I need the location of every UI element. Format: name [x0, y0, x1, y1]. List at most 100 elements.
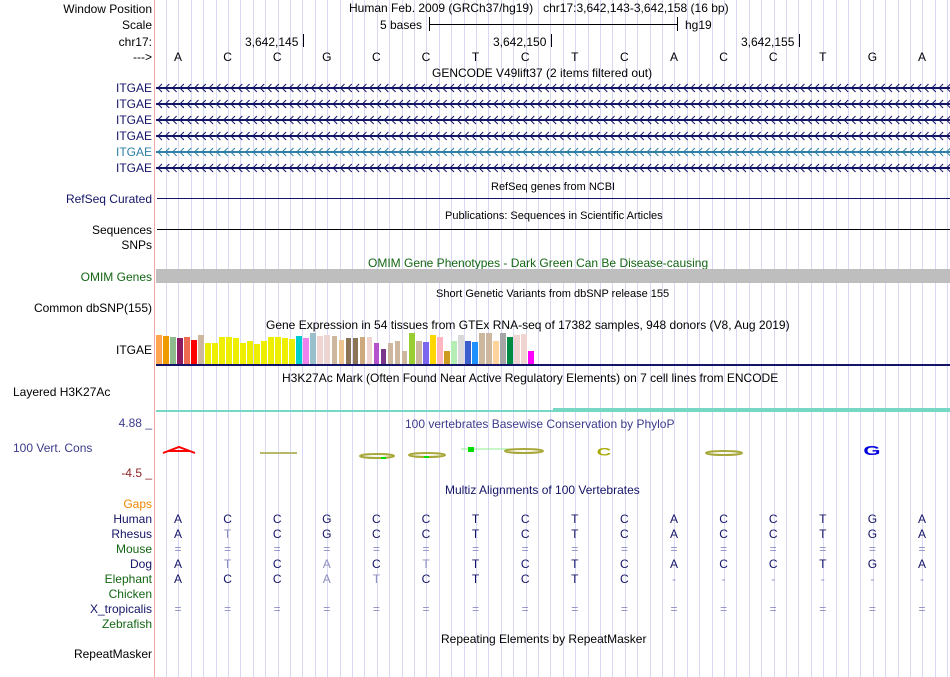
strand-arrow-icon [179, 83, 185, 93]
gtex-tissue-bar[interactable] [184, 337, 190, 364]
gtex-tissue-bar[interactable] [156, 335, 162, 364]
gtex-tissue-bar[interactable] [492, 341, 499, 364]
gtex-tissue-bar[interactable] [514, 335, 520, 364]
gtex-tissue-bar[interactable] [387, 343, 394, 364]
gtex-tissue-bar[interactable] [345, 338, 352, 364]
gtex-tissue-bar[interactable] [359, 337, 366, 364]
gtex-tissue-bar[interactable] [366, 337, 373, 364]
multiz-species-label[interactable]: Rhesus [111, 527, 152, 541]
gtex-tissue-bar[interactable] [205, 343, 211, 364]
gtex-tissue-bar[interactable] [177, 338, 183, 364]
gtex-tissue-bar[interactable] [408, 333, 415, 364]
gtex-tissue-bar[interactable] [324, 335, 331, 364]
phylop-track-title[interactable]: 100 vertebrates Basewise Conservation by… [405, 417, 675, 431]
gtex-tissue-bar[interactable] [191, 340, 197, 364]
multiz-track-title[interactable]: Multiz Alignments of 100 Vertebrates [445, 483, 640, 497]
gtex-tissue-bar[interactable] [317, 336, 324, 364]
omim-track-label[interactable]: OMIM Genes [80, 270, 152, 284]
gtex-tissue-bar[interactable] [282, 338, 289, 364]
gtex-tissue-bar[interactable] [170, 337, 176, 364]
dbsnp-track-label[interactable]: Common dbSNP(155) [33, 301, 152, 315]
omim-gene-bar[interactable] [156, 269, 950, 283]
gencode-transcript[interactable] [155, 163, 950, 173]
gtex-tissue-bar[interactable] [275, 337, 282, 364]
gtex-tissue-bar[interactable] [254, 344, 261, 364]
h3k27ac-track-label[interactable]: Layered H3K27Ac [13, 385, 111, 399]
gtex-track-label[interactable]: ITGAE [115, 343, 152, 357]
gtex-tissue-bar[interactable] [471, 342, 478, 364]
dbsnp-track-title[interactable]: Short Genetic Variants from dbSNP releas… [436, 288, 670, 300]
gtex-tissue-bar[interactable] [310, 333, 317, 364]
gtex-tissue-bar[interactable] [338, 340, 345, 364]
gtex-tissue-bar[interactable] [464, 341, 471, 364]
publications-track-title[interactable]: Publications: Sequences in Scientific Ar… [445, 210, 663, 222]
gtex-track-title[interactable]: Gene Expression in 54 tissues from GTEx … [266, 318, 790, 332]
multiz-species-label[interactable]: Elephant [104, 572, 152, 586]
gtex-tissue-bar[interactable] [289, 339, 296, 364]
gtex-tissue-bar[interactable] [422, 342, 429, 364]
gtex-tissue-bar[interactable] [331, 336, 338, 364]
gtex-tissue-bar[interactable] [226, 337, 232, 364]
publications-track-label[interactable]: Sequences [91, 223, 152, 237]
multiz-species-label[interactable]: Chicken [108, 587, 152, 601]
gtex-tissue-bar[interactable] [198, 335, 204, 364]
gtex-tissue-bar[interactable] [240, 343, 247, 364]
gtex-tissue-bar[interactable] [478, 333, 485, 364]
gtex-tissue-bar[interactable] [450, 341, 457, 364]
strand-arrow-icon [332, 99, 338, 109]
gtex-tissue-bar[interactable] [443, 351, 450, 364]
gtex-tissue-bar[interactable] [373, 343, 380, 364]
gtex-tissue-bar[interactable] [401, 351, 408, 364]
gencode-item-label[interactable]: ITGAE [115, 129, 152, 143]
strand-arrow-icon [843, 163, 849, 173]
gtex-tissue-bar[interactable] [296, 336, 303, 364]
gtex-tissue-bar[interactable] [499, 333, 506, 364]
multiz-species-label[interactable]: Dog [129, 557, 152, 571]
gtex-tissue-bar[interactable] [268, 337, 275, 364]
gtex-tissue-bar[interactable] [485, 333, 492, 364]
gtex-tissue-bar[interactable] [163, 336, 169, 364]
gencode-transcript[interactable] [155, 83, 950, 93]
publications-line[interactable] [157, 229, 950, 230]
gencode-transcript[interactable] [155, 99, 950, 109]
gencode-item-label[interactable]: ITGAE [115, 81, 152, 95]
gtex-tissue-bar[interactable] [415, 341, 422, 364]
gtex-tissue-bar[interactable] [303, 338, 310, 364]
gtex-tissue-bar[interactable] [436, 337, 443, 364]
gencode-item-label[interactable]: ITGAE [115, 97, 152, 111]
gtex-tissue-bar[interactable] [429, 335, 436, 364]
gencode-item-label[interactable]: ITGAE [115, 161, 152, 175]
gencode-item-label[interactable]: ITGAE [115, 113, 152, 127]
gtex-tissue-bar[interactable] [219, 337, 225, 364]
multiz-species-label[interactable]: Human [113, 512, 152, 526]
gtex-tissue-bar[interactable] [394, 341, 401, 364]
strand-arrow-icon [514, 131, 521, 141]
gtex-tissue-bar[interactable] [233, 338, 240, 364]
gencode-transcript[interactable] [155, 147, 950, 157]
gtex-tissue-bar[interactable] [352, 338, 359, 364]
gencode-track-title[interactable]: GENCODE V49lift37 (2 items filtered out) [432, 66, 653, 80]
gtex-tissue-bar[interactable] [212, 343, 218, 364]
refseq-line[interactable] [157, 198, 950, 199]
gtex-tissue-bar[interactable] [457, 335, 464, 364]
gtex-tissue-bar[interactable] [380, 349, 387, 364]
multiz-species-label[interactable]: Zebrafish [101, 617, 152, 631]
multiz-species-label[interactable]: Mouse [115, 542, 152, 556]
omim-track-title[interactable]: OMIM Gene Phenotypes - Dark Green Can Be… [368, 256, 709, 270]
gtex-tissue-bar[interactable] [521, 334, 527, 364]
strand-arrow-icon [770, 115, 776, 125]
phylop-track-label[interactable]: 100 Vert. Cons [13, 441, 93, 455]
repeatmasker-track-label[interactable]: RepeatMasker [73, 647, 152, 661]
h3k27ac-track-title[interactable]: H3K27Ac Mark (Often Found Near Active Re… [282, 371, 779, 385]
gencode-transcript[interactable] [155, 115, 950, 125]
gencode-item-label[interactable]: ITGAE [115, 145, 152, 159]
refseq-track-label[interactable]: RefSeq Curated [65, 192, 152, 206]
gtex-tissue-bar[interactable] [247, 341, 254, 364]
refseq-track-title[interactable]: RefSeq genes from NCBI [491, 181, 616, 193]
gencode-transcript[interactable] [155, 131, 950, 141]
multiz-species-label[interactable]: X_tropicalis [89, 602, 152, 616]
repeatmasker-track-title[interactable]: Repeating Elements by RepeatMasker [441, 632, 647, 646]
gtex-tissue-bar[interactable] [528, 351, 534, 364]
gtex-tissue-bar[interactable] [507, 337, 513, 364]
gtex-tissue-bar[interactable] [261, 341, 268, 364]
